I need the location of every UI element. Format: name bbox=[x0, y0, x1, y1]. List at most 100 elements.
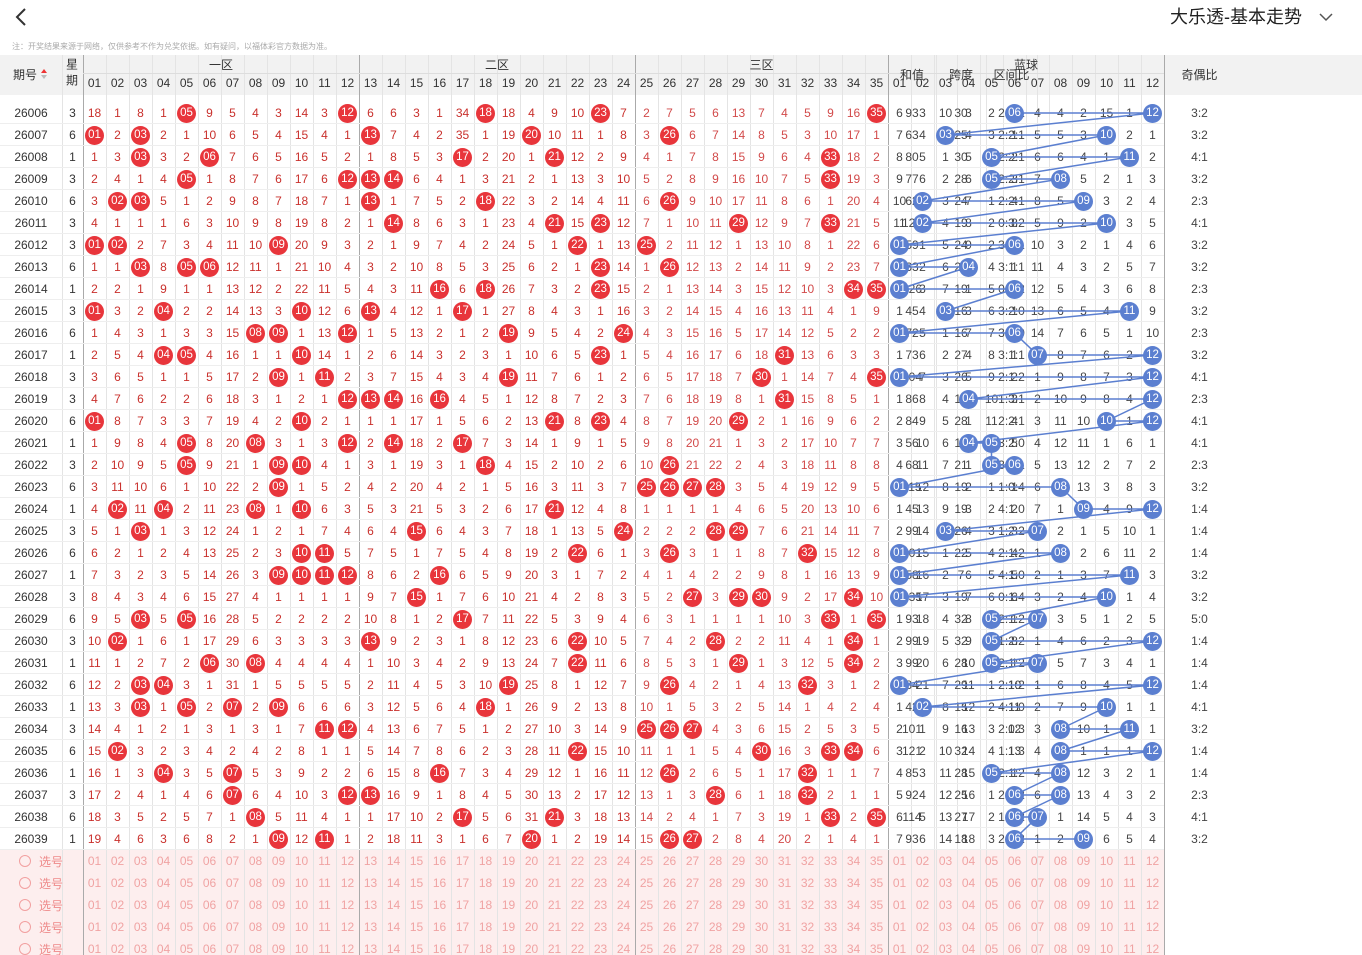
picker-radio[interactable] bbox=[19, 877, 31, 889]
picker-ball[interactable]: 14 bbox=[386, 854, 401, 868]
picker-ball[interactable]: 08 bbox=[1053, 898, 1068, 912]
picker-ball[interactable]: 22 bbox=[570, 876, 585, 890]
picker-ball[interactable]: 10 bbox=[294, 876, 309, 890]
picker-radio[interactable] bbox=[19, 899, 31, 911]
picker-ball[interactable]: 03 bbox=[133, 942, 148, 955]
picker-ball[interactable]: 02 bbox=[110, 920, 125, 934]
picker-ball[interactable]: 08 bbox=[248, 876, 263, 890]
picker-ball[interactable]: 27 bbox=[685, 854, 700, 868]
picker-ball[interactable]: 28 bbox=[708, 854, 723, 868]
picker-ball[interactable]: 10 bbox=[1099, 854, 1114, 868]
picker-ball[interactable]: 01 bbox=[87, 920, 102, 934]
picker-ball[interactable]: 25 bbox=[639, 942, 654, 955]
picker-ball[interactable]: 16 bbox=[432, 854, 447, 868]
picker-ball[interactable]: 11 bbox=[318, 876, 331, 890]
picker-ball[interactable]: 35 bbox=[869, 898, 884, 912]
picker-ball[interactable]: 12 bbox=[1145, 854, 1160, 868]
picker-ball[interactable]: 12 bbox=[340, 876, 355, 890]
picker-ball[interactable]: 29 bbox=[731, 876, 746, 890]
picker-ball[interactable]: 16 bbox=[432, 876, 447, 890]
issue-header[interactable]: 期号 bbox=[12, 67, 37, 82]
picker-ball[interactable]: 15 bbox=[409, 920, 424, 934]
picker-ball[interactable]: 17 bbox=[455, 942, 470, 955]
picker-ball[interactable]: 18 bbox=[478, 854, 493, 868]
picker-ball[interactable]: 05 bbox=[179, 920, 194, 934]
picker-ball[interactable]: 11 bbox=[318, 854, 331, 868]
picker-ball[interactable]: 09 bbox=[1076, 876, 1091, 890]
picker-ball[interactable]: 33 bbox=[823, 942, 838, 955]
picker-ball[interactable]: 32 bbox=[800, 942, 815, 955]
picker-ball[interactable]: 09 bbox=[271, 854, 286, 868]
picker-ball[interactable]: 09 bbox=[271, 942, 286, 955]
picker-ball[interactable]: 04 bbox=[961, 920, 976, 934]
picker-ball[interactable]: 27 bbox=[685, 898, 700, 912]
picker-ball[interactable]: 29 bbox=[731, 854, 746, 868]
picker-ball[interactable]: 35 bbox=[869, 942, 884, 955]
picker-ball[interactable]: 29 bbox=[731, 920, 746, 934]
picker-ball[interactable]: 29 bbox=[731, 898, 746, 912]
picker-ball[interactable]: 05 bbox=[179, 876, 194, 890]
picker-ball[interactable]: 33 bbox=[823, 876, 838, 890]
sort-icon[interactable] bbox=[40, 68, 48, 80]
picker-ball[interactable]: 12 bbox=[1145, 898, 1160, 912]
picker-ball[interactable]: 06 bbox=[1007, 854, 1022, 868]
picker-ball[interactable]: 30 bbox=[754, 920, 769, 934]
picker-ball[interactable]: 13 bbox=[363, 854, 378, 868]
picker-ball[interactable]: 31 bbox=[777, 876, 792, 890]
picker-ball[interactable]: 17 bbox=[455, 876, 470, 890]
picker-ball[interactable]: 05 bbox=[179, 898, 194, 912]
picker-ball[interactable]: 07 bbox=[1030, 898, 1045, 912]
picker-ball[interactable]: 31 bbox=[777, 854, 792, 868]
picker-ball[interactable]: 07 bbox=[1030, 920, 1045, 934]
picker-ball[interactable]: 05 bbox=[179, 942, 194, 955]
picker-ball[interactable]: 35 bbox=[869, 854, 884, 868]
picker-ball[interactable]: 27 bbox=[685, 920, 700, 934]
picker-ball[interactable]: 06 bbox=[202, 920, 217, 934]
picker-ball[interactable]: 33 bbox=[823, 898, 838, 912]
picker-ball[interactable]: 04 bbox=[961, 876, 976, 890]
picker-ball[interactable]: 21 bbox=[547, 942, 562, 955]
picker-ball[interactable]: 03 bbox=[133, 898, 148, 912]
picker-ball[interactable]: 32 bbox=[800, 898, 815, 912]
picker-ball[interactable]: 08 bbox=[248, 854, 263, 868]
picker-ball[interactable]: 09 bbox=[271, 898, 286, 912]
picker-ball[interactable]: 21 bbox=[547, 920, 562, 934]
picker-ball[interactable]: 10 bbox=[1099, 876, 1114, 890]
picker-ball[interactable]: 12 bbox=[340, 898, 355, 912]
picker-ball[interactable]: 04 bbox=[156, 942, 171, 955]
picker-ball[interactable]: 08 bbox=[1053, 920, 1068, 934]
picker-radio[interactable] bbox=[19, 921, 31, 933]
picker-ball[interactable]: 23 bbox=[593, 898, 608, 912]
picker-ball[interactable]: 20 bbox=[524, 876, 539, 890]
picker-ball[interactable]: 05 bbox=[984, 876, 999, 890]
picker-ball[interactable]: 23 bbox=[593, 920, 608, 934]
picker-ball[interactable]: 14 bbox=[386, 876, 401, 890]
picker-ball[interactable]: 09 bbox=[271, 876, 286, 890]
picker-ball[interactable]: 02 bbox=[110, 898, 125, 912]
picker-ball[interactable]: 24 bbox=[616, 876, 631, 890]
picker-ball[interactable]: 08 bbox=[1053, 854, 1068, 868]
picker-ball[interactable]: 21 bbox=[547, 876, 562, 890]
picker-ball[interactable]: 24 bbox=[616, 898, 631, 912]
picker-ball[interactable]: 03 bbox=[938, 876, 953, 890]
picker-ball[interactable]: 07 bbox=[225, 898, 240, 912]
picker-ball[interactable]: 11 bbox=[1123, 942, 1136, 955]
picker-ball[interactable]: 03 bbox=[133, 920, 148, 934]
picker-ball[interactable]: 11 bbox=[1123, 876, 1136, 890]
picker-ball[interactable]: 02 bbox=[110, 942, 125, 955]
picker-ball[interactable]: 23 bbox=[593, 854, 608, 868]
picker-ball[interactable]: 26 bbox=[662, 898, 677, 912]
picker-ball[interactable]: 07 bbox=[1030, 876, 1045, 890]
picker-ball[interactable]: 01 bbox=[892, 876, 907, 890]
picker-ball[interactable]: 12 bbox=[340, 942, 355, 955]
picker-ball[interactable]: 19 bbox=[501, 898, 516, 912]
picker-ball[interactable]: 28 bbox=[708, 898, 723, 912]
picker-ball[interactable]: 15 bbox=[409, 898, 424, 912]
picker-ball[interactable]: 06 bbox=[1007, 876, 1022, 890]
picker-ball[interactable]: 07 bbox=[225, 854, 240, 868]
picker-ball[interactable]: 30 bbox=[754, 942, 769, 955]
picker-ball[interactable]: 34 bbox=[846, 942, 861, 955]
picker-ball[interactable]: 26 bbox=[662, 854, 677, 868]
picker-ball[interactable]: 24 bbox=[616, 942, 631, 955]
picker-ball[interactable]: 27 bbox=[685, 942, 700, 955]
